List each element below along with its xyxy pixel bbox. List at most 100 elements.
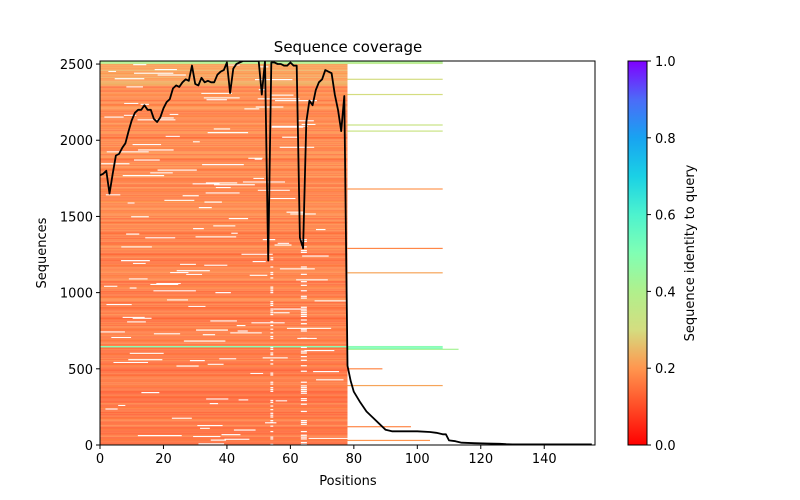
gap-segment (113, 361, 149, 363)
gap-segment (300, 423, 307, 425)
heatmap-row (100, 302, 348, 304)
heatmap-row (100, 431, 348, 433)
heatmap-row (100, 295, 348, 297)
heatmap-row (100, 174, 348, 175)
heatmap-row (100, 216, 348, 218)
heatmap-row (100, 282, 348, 284)
gap-segment (300, 273, 307, 275)
heatmap-row (100, 360, 348, 362)
heatmap-row (100, 307, 348, 309)
heatmap-row (100, 432, 348, 434)
heatmap-row (100, 150, 348, 152)
heatmap-row (100, 215, 348, 217)
gap-segment (104, 285, 118, 287)
heatmap-row (100, 162, 348, 164)
heatmap-row (100, 133, 348, 135)
heatmap-row (100, 112, 348, 114)
heatmap-row (100, 214, 348, 216)
gap-segment (206, 99, 227, 101)
heatmap-row (100, 70, 348, 72)
gap-segment (270, 308, 274, 310)
gap-segment (270, 288, 274, 290)
heatmap-row (100, 78, 348, 80)
heatmap-row (100, 270, 348, 272)
heatmap-row (100, 313, 348, 315)
heatmap-row (100, 283, 348, 285)
heatmap-row (100, 392, 348, 394)
extension-row (347, 368, 383, 370)
heatmap-row (100, 228, 348, 229)
heatmap-row (100, 121, 348, 123)
heatmap-row (100, 245, 348, 247)
heatmap-row (100, 80, 348, 82)
gap-segment (186, 273, 203, 275)
heatmap-row (100, 172, 348, 174)
gap-segment (205, 182, 238, 184)
gap-segment (121, 260, 150, 262)
heatmap-row (100, 376, 348, 378)
gap-segment (129, 352, 164, 354)
heatmap-row (100, 135, 348, 137)
y-axis: 0 500 1000 1500 2000 2500 (60, 58, 100, 454)
extension-row (347, 384, 443, 387)
gap-segment (300, 306, 307, 308)
heatmap-row (100, 230, 348, 232)
extension-row (347, 130, 443, 132)
gap-segment (134, 72, 174, 74)
gap-segment (140, 103, 149, 105)
x-tick-label: 100 (405, 452, 430, 467)
gap-segment (209, 402, 219, 405)
y-tick-label: 2500 (60, 58, 93, 73)
gap-segment (236, 324, 246, 327)
gap-segment (226, 64, 240, 66)
heatmap-row (100, 164, 348, 166)
gap-segment (270, 438, 274, 440)
heatmap-row (100, 83, 348, 85)
heatmap-row (100, 171, 348, 173)
gap-segment (300, 420, 307, 422)
gap-segment (188, 305, 206, 307)
heatmap-row (100, 117, 348, 119)
heatmap-row (100, 243, 348, 245)
gap-segment (270, 313, 274, 316)
gap-segment (202, 334, 216, 336)
heatmap-row (100, 353, 348, 355)
heatmap-row (100, 138, 348, 140)
gap-segment (300, 284, 307, 286)
gap-segment (300, 390, 307, 392)
gap-segment (271, 125, 308, 127)
heatmap-row (100, 302, 348, 303)
heatmap-row (100, 270, 348, 271)
heatmap-row (100, 308, 348, 310)
gap-segment (270, 436, 274, 438)
gap-segment (128, 278, 148, 280)
heatmap-row (100, 356, 348, 358)
gap-segment (270, 302, 274, 305)
heatmap-row (100, 85, 348, 87)
gap-segment (126, 233, 140, 235)
heatmap-row (100, 272, 348, 274)
gap-segment (300, 403, 307, 405)
gap-segment (127, 321, 146, 323)
heatmap-row (100, 417, 348, 419)
gap-segment (270, 443, 274, 445)
gap-segment (255, 106, 284, 108)
gap-segment (251, 322, 285, 324)
heatmap-row (100, 116, 348, 118)
heatmap-row (100, 159, 348, 161)
heatmap-row (100, 177, 348, 179)
gap-segment (270, 399, 274, 402)
gap-segment (302, 255, 329, 257)
gap-segment (213, 225, 236, 227)
heatmap-row (100, 191, 348, 193)
x-tick-label: 60 (282, 452, 299, 467)
heatmap-row (100, 78, 348, 79)
heatmap-row (100, 100, 348, 101)
heatmap-row (100, 114, 348, 116)
heatmap-row (100, 322, 348, 324)
heatmap-row (100, 347, 348, 349)
gap-segment (250, 372, 264, 374)
heatmap-row (100, 120, 348, 122)
heatmap-row (100, 430, 348, 432)
